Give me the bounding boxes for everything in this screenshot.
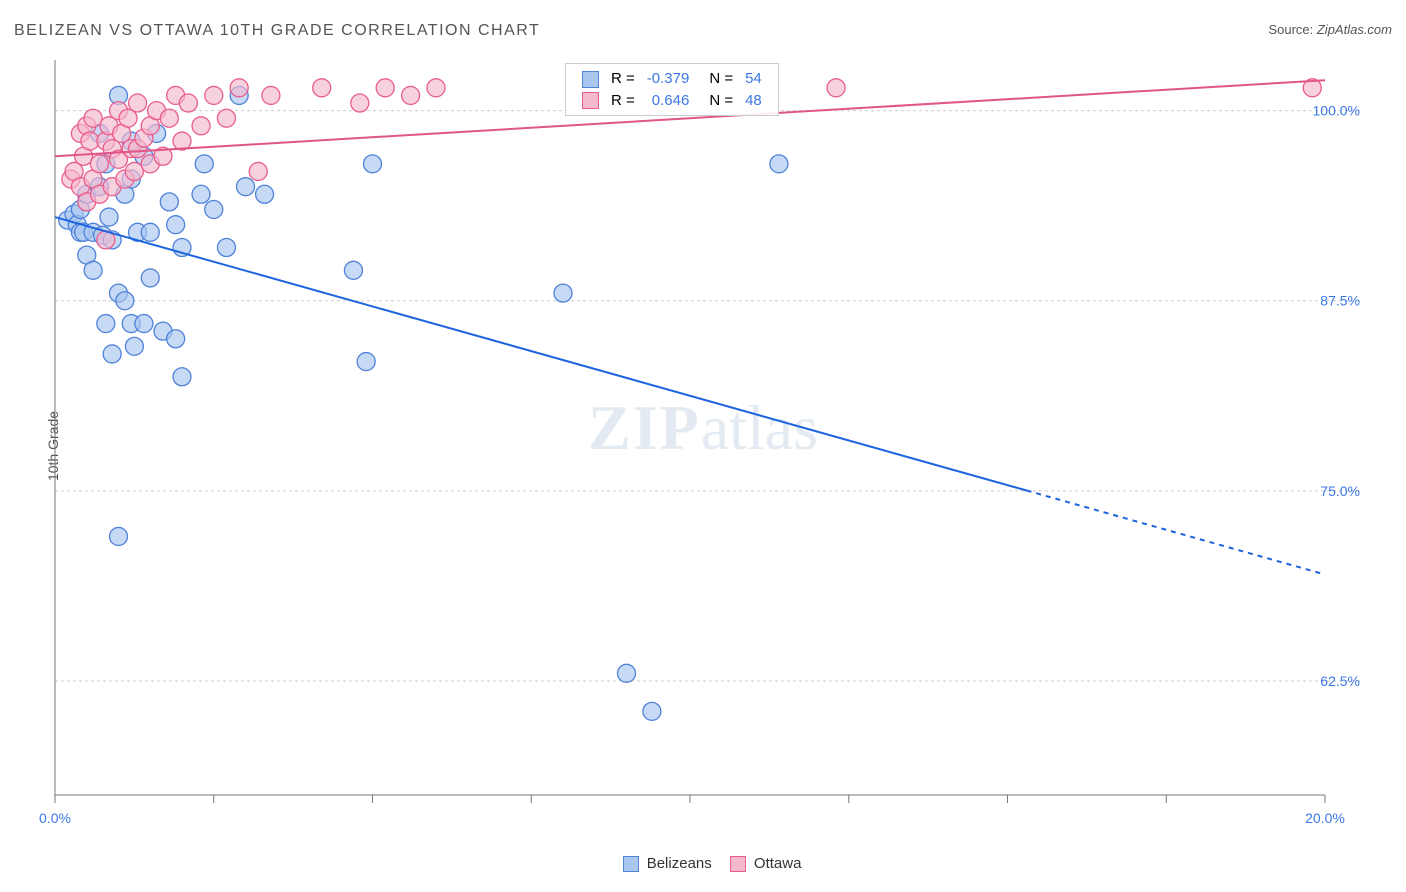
svg-text:0.0%: 0.0% bbox=[39, 810, 71, 826]
source-attribution: Source: ZipAtlas.com bbox=[1268, 22, 1392, 37]
chart-container: BELIZEAN VS OTTAWA 10TH GRADE CORRELATIO… bbox=[0, 0, 1406, 892]
plot-area: 62.5%75.0%87.5%100.0%0.0%20.0% bbox=[45, 55, 1365, 815]
svg-text:75.0%: 75.0% bbox=[1320, 483, 1360, 499]
svg-text:62.5%: 62.5% bbox=[1320, 673, 1360, 689]
chart-title: BELIZEAN VS OTTAWA 10TH GRADE CORRELATIO… bbox=[14, 22, 540, 40]
series-legend: Belizeans Ottawa bbox=[0, 855, 1406, 872]
legend-swatch bbox=[730, 856, 746, 872]
source-label: Source: bbox=[1268, 22, 1316, 37]
svg-text:20.0%: 20.0% bbox=[1305, 810, 1345, 826]
svg-text:100.0%: 100.0% bbox=[1313, 103, 1360, 119]
legend-swatch bbox=[623, 856, 639, 872]
svg-text:87.5%: 87.5% bbox=[1320, 293, 1360, 309]
legend-label: Belizeans bbox=[643, 855, 712, 872]
stats-legend: R =-0.379N =54R =0.646N =48 bbox=[565, 63, 779, 116]
legend-label: Ottawa bbox=[750, 855, 802, 872]
source-value: ZipAtlas.com bbox=[1317, 22, 1392, 37]
stats-row: R =-0.379N =54 bbox=[576, 68, 768, 90]
chart-svg: 62.5%75.0%87.5%100.0%0.0%20.0% bbox=[45, 55, 1365, 815]
stats-row: R =0.646N =48 bbox=[576, 90, 768, 112]
